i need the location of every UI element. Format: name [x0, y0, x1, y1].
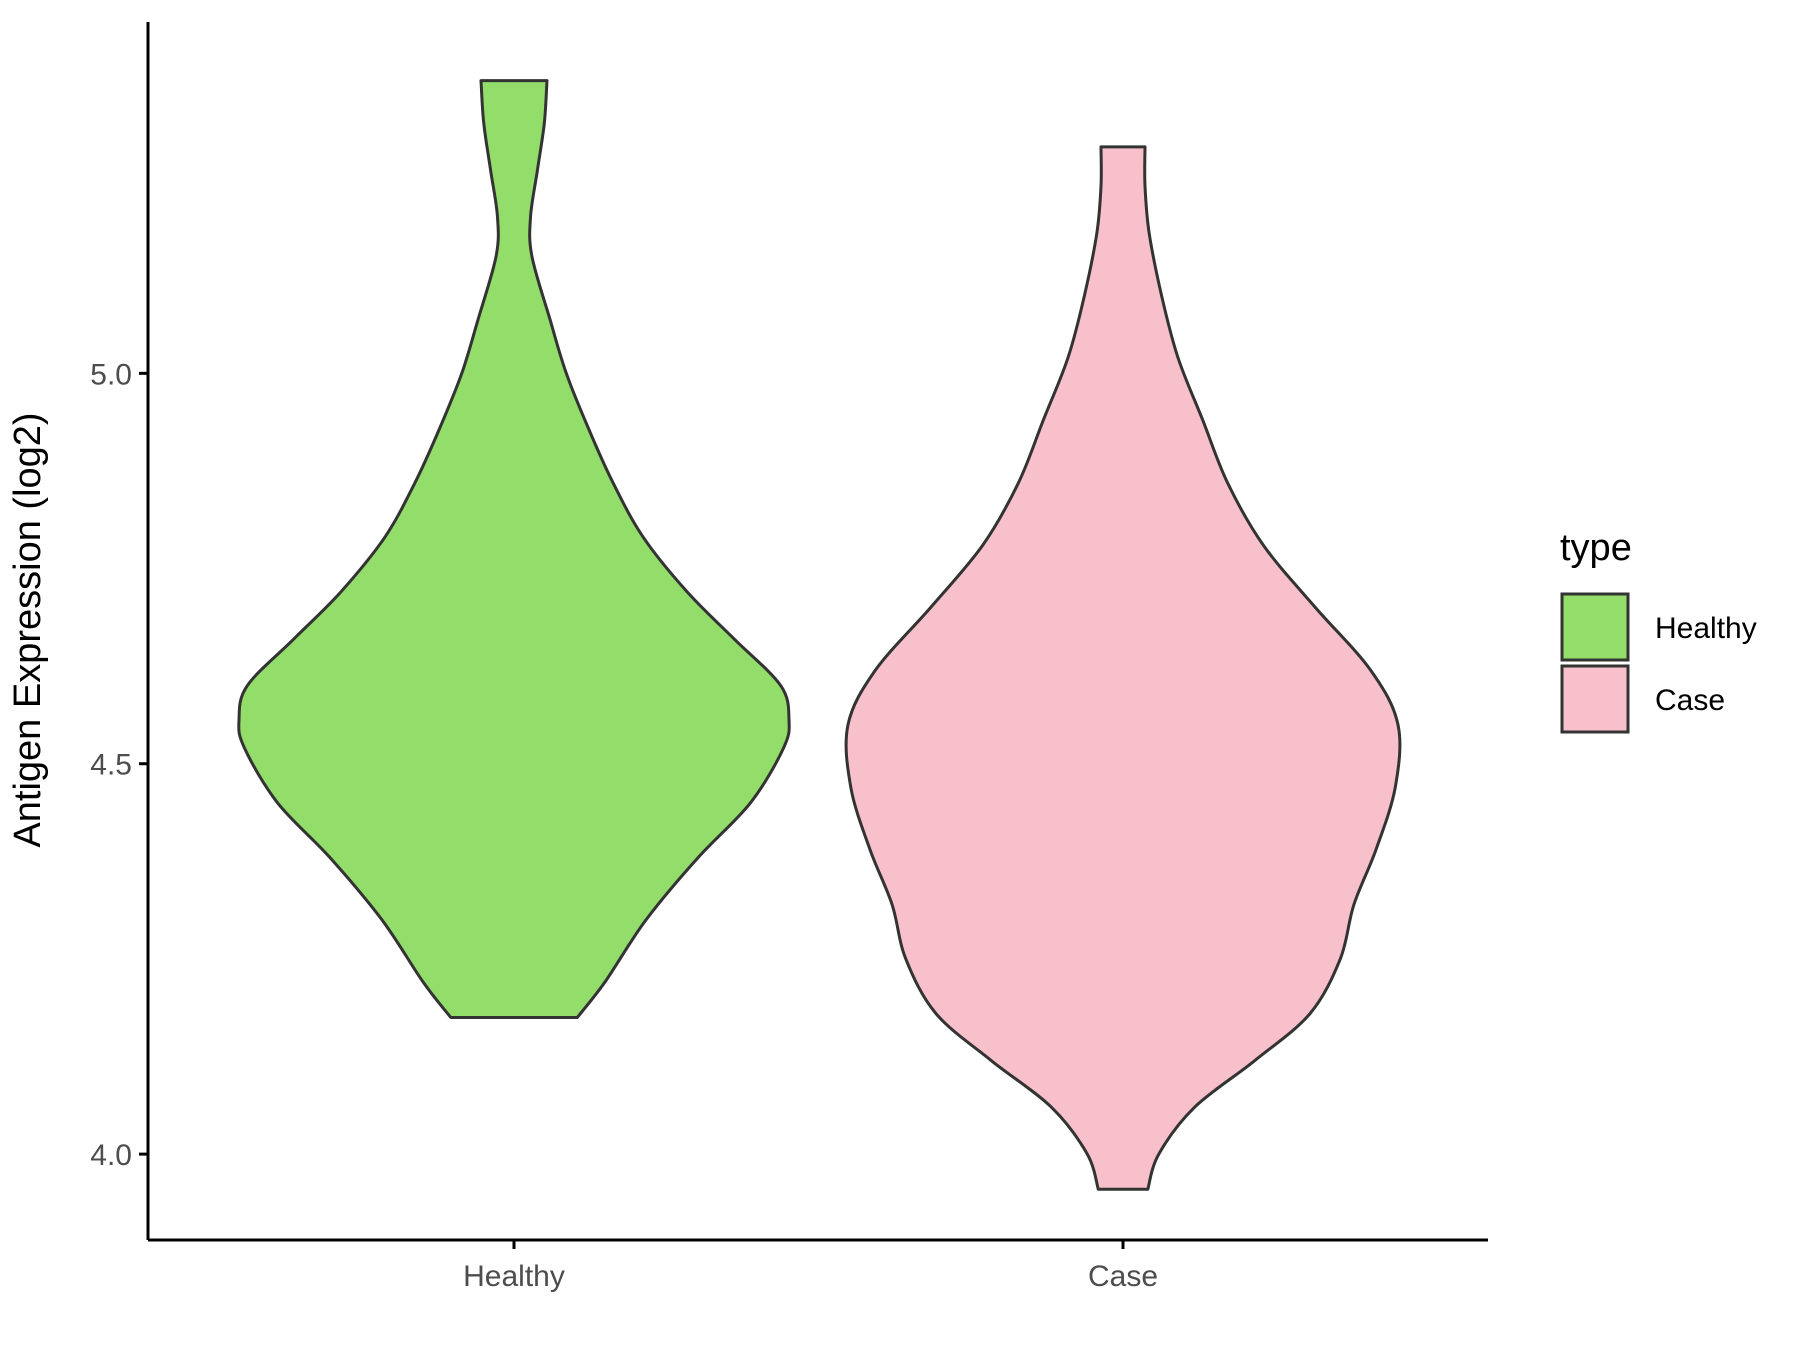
legend-label-case: Case [1655, 684, 1725, 717]
axes-layer: 4.0 4.5 5.0 Healthy Case [90, 22, 1488, 1293]
y-tick-label: 4.5 [90, 749, 132, 782]
legend-label-healthy: Healthy [1655, 612, 1757, 645]
y-tick-label: 5.0 [90, 358, 132, 391]
y-axis-title: Antigen Expression (log2) [7, 412, 49, 847]
y-tick-label: 4.0 [90, 1139, 132, 1172]
violins-layer [237, 79, 1402, 1191]
x-tick-label: Healthy [463, 1260, 565, 1293]
legend: type Healthy Case [1560, 527, 1757, 734]
violin-case [844, 145, 1402, 1191]
x-tick-label: Case [1088, 1260, 1158, 1293]
legend-key-case [1560, 664, 1630, 734]
violin-healthy [237, 79, 791, 1019]
legend-title: type [1560, 527, 1632, 569]
legend-key-healthy [1560, 592, 1630, 662]
